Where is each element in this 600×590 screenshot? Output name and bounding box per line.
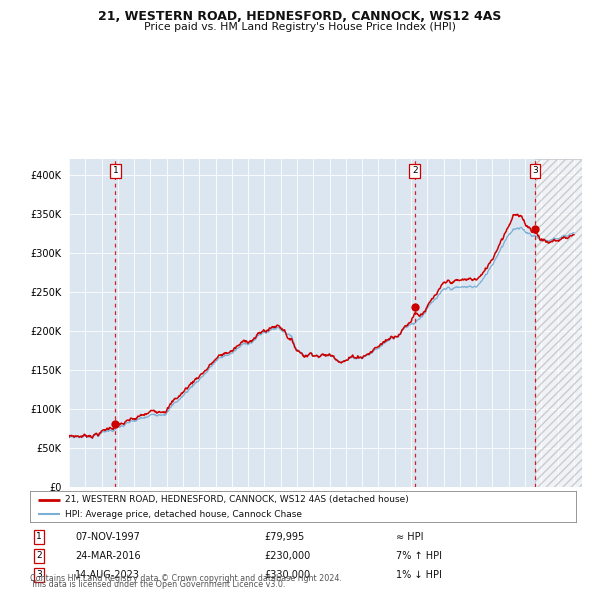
Text: 07-NOV-1997: 07-NOV-1997 [75, 532, 140, 542]
Text: 2: 2 [412, 166, 418, 175]
Text: HPI: Average price, detached house, Cannock Chase: HPI: Average price, detached house, Cann… [65, 510, 302, 519]
Text: 1: 1 [113, 166, 118, 175]
Text: 24-MAR-2016: 24-MAR-2016 [75, 551, 140, 560]
Text: 1: 1 [36, 532, 42, 542]
Text: £330,000: £330,000 [264, 570, 310, 579]
Text: 1% ↓ HPI: 1% ↓ HPI [396, 570, 442, 579]
Text: This data is licensed under the Open Government Licence v3.0.: This data is licensed under the Open Gov… [30, 580, 286, 589]
Text: £230,000: £230,000 [264, 551, 310, 560]
Bar [535, 159, 582, 487]
Text: 14-AUG-2023: 14-AUG-2023 [75, 570, 140, 579]
Text: Price paid vs. HM Land Registry's House Price Index (HPI): Price paid vs. HM Land Registry's House … [144, 22, 456, 32]
Text: £79,995: £79,995 [264, 532, 304, 542]
Text: Contains HM Land Registry data © Crown copyright and database right 2024.: Contains HM Land Registry data © Crown c… [30, 574, 342, 583]
Text: 2: 2 [36, 551, 42, 560]
Text: 3: 3 [36, 570, 42, 579]
Text: 7% ↑ HPI: 7% ↑ HPI [396, 551, 442, 560]
Text: 21, WESTERN ROAD, HEDNESFORD, CANNOCK, WS12 4AS (detached house): 21, WESTERN ROAD, HEDNESFORD, CANNOCK, W… [65, 495, 409, 504]
Text: 21, WESTERN ROAD, HEDNESFORD, CANNOCK, WS12 4AS: 21, WESTERN ROAD, HEDNESFORD, CANNOCK, W… [98, 10, 502, 23]
Text: ≈ HPI: ≈ HPI [396, 532, 424, 542]
Text: 3: 3 [532, 166, 538, 175]
